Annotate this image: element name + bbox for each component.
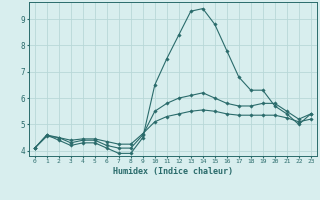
X-axis label: Humidex (Indice chaleur): Humidex (Indice chaleur) <box>113 167 233 176</box>
